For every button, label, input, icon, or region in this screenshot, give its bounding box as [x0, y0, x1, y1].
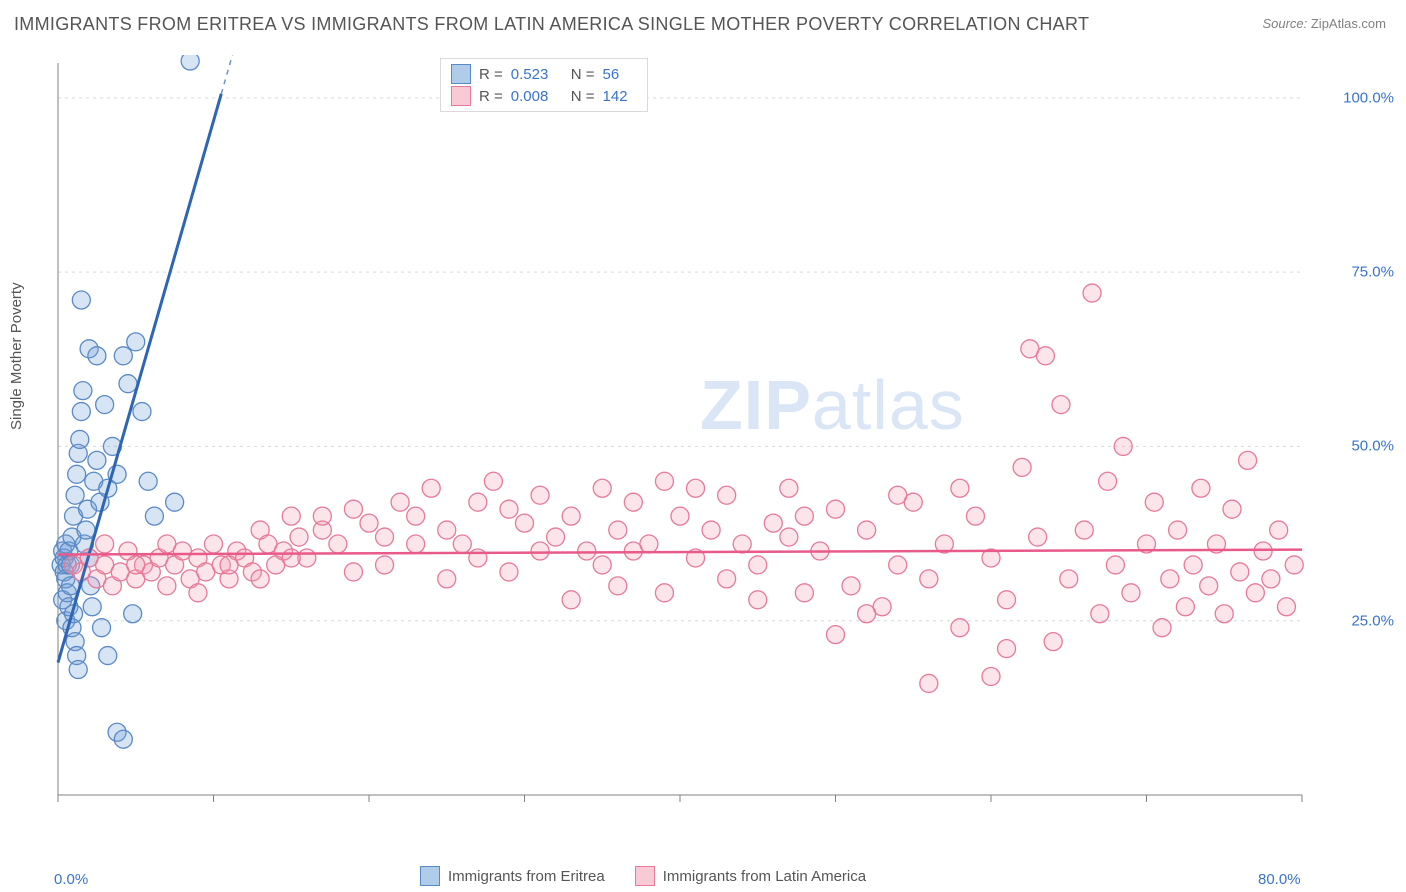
legend-r-value: 0.523 [511, 66, 563, 83]
legend-item: Immigrants from Latin America [635, 866, 866, 886]
legend-n-label: N = [571, 66, 595, 83]
series-legend: Immigrants from Eritrea Immigrants from L… [420, 866, 866, 886]
scatter-chart [50, 55, 1380, 825]
legend-label: Immigrants from Eritrea [448, 868, 605, 885]
legend-n-value: 142 [603, 88, 637, 105]
x-tick-label: 80.0% [1258, 871, 1301, 888]
y-tick-label: 75.0% [1351, 264, 1394, 281]
y-tick-label: 100.0% [1343, 89, 1394, 106]
legend-r-label: R = [479, 66, 503, 83]
correlation-legend: R = 0.523 N = 56 R = 0.008 N = 142 [440, 58, 648, 112]
legend-n-value: 56 [603, 66, 637, 83]
source-label: Source: [1262, 16, 1310, 31]
legend-swatch [635, 866, 655, 886]
legend-r-value: 0.008 [511, 88, 563, 105]
y-tick-label: 25.0% [1351, 612, 1394, 629]
legend-item: Immigrants from Eritrea [420, 866, 605, 886]
legend-n-label: N = [571, 88, 595, 105]
legend-r-label: R = [479, 88, 503, 105]
legend-row: R = 0.008 N = 142 [451, 85, 637, 107]
y-axis-label: Single Mother Poverty [8, 282, 25, 430]
legend-swatch [451, 64, 471, 84]
legend-swatch [451, 86, 471, 106]
chart-title: IMMIGRANTS FROM ERITREA VS IMMIGRANTS FR… [14, 14, 1089, 35]
source-value: ZipAtlas.com [1311, 16, 1386, 31]
legend-swatch [420, 866, 440, 886]
legend-label: Immigrants from Latin America [663, 868, 866, 885]
plot-area [50, 55, 1380, 825]
x-tick-label: 0.0% [54, 871, 88, 888]
legend-row: R = 0.523 N = 56 [451, 63, 637, 85]
source-attribution: Source: ZipAtlas.com [1262, 16, 1386, 31]
y-tick-label: 50.0% [1351, 438, 1394, 455]
